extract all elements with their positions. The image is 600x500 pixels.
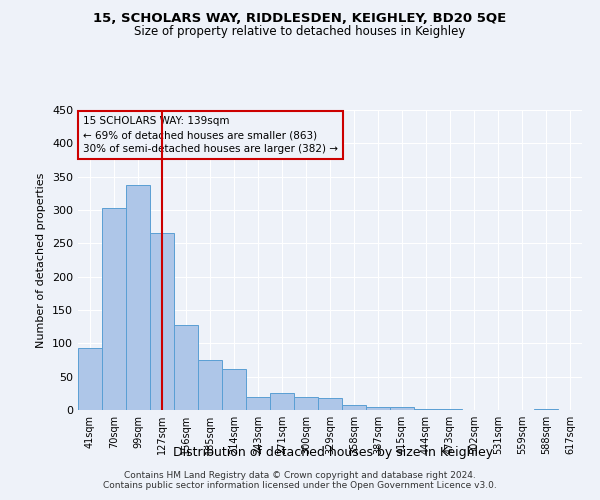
Bar xyxy=(78,348,102,410)
Bar xyxy=(294,396,318,410)
Text: Contains public sector information licensed under the Open Government Licence v3: Contains public sector information licen… xyxy=(103,481,497,490)
Bar xyxy=(198,360,222,410)
Bar xyxy=(174,324,198,410)
Bar xyxy=(150,234,174,410)
Bar xyxy=(270,394,294,410)
Bar xyxy=(366,406,390,410)
Bar xyxy=(342,404,366,410)
Bar xyxy=(126,184,150,410)
Text: 15, SCHOLARS WAY, RIDDLESDEN, KEIGHLEY, BD20 5QE: 15, SCHOLARS WAY, RIDDLESDEN, KEIGHLEY, … xyxy=(94,12,506,26)
Text: Size of property relative to detached houses in Keighley: Size of property relative to detached ho… xyxy=(134,25,466,38)
Text: 15 SCHOLARS WAY: 139sqm
← 69% of detached houses are smaller (863)
30% of semi-d: 15 SCHOLARS WAY: 139sqm ← 69% of detache… xyxy=(83,116,338,154)
Text: Distribution of detached houses by size in Keighley: Distribution of detached houses by size … xyxy=(173,446,493,459)
Bar xyxy=(390,408,414,410)
Y-axis label: Number of detached properties: Number of detached properties xyxy=(37,172,46,348)
Bar xyxy=(414,408,438,410)
Bar xyxy=(246,396,270,410)
Text: Contains HM Land Registry data © Crown copyright and database right 2024.: Contains HM Land Registry data © Crown c… xyxy=(124,471,476,480)
Bar xyxy=(222,368,246,410)
Bar xyxy=(318,398,342,410)
Bar xyxy=(102,208,126,410)
